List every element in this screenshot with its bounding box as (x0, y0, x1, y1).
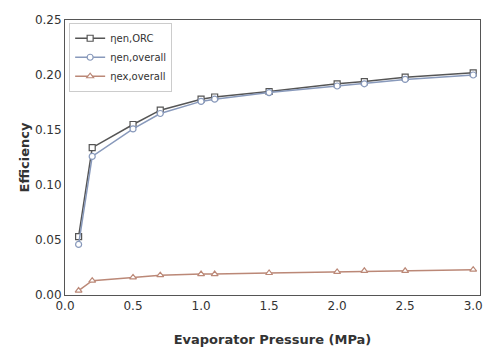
svg-text:0.0: 0.0 (55, 299, 74, 313)
svg-text:ηen,overall: ηen,overall (110, 52, 166, 63)
svg-text:0.5: 0.5 (123, 299, 142, 313)
svg-text:0.05: 0.05 (35, 233, 62, 247)
svg-text:0.25: 0.25 (35, 13, 62, 27)
svg-text:0.10: 0.10 (35, 178, 62, 192)
svg-text:1.5: 1.5 (260, 299, 279, 313)
svg-text:Efficiency: Efficiency (17, 122, 32, 192)
svg-text:ηen,ORC: ηen,ORC (110, 33, 153, 44)
svg-text:ηex,overall: ηex,overall (110, 71, 165, 82)
svg-text:2.0: 2.0 (328, 299, 347, 313)
svg-text:2.5: 2.5 (396, 299, 415, 313)
svg-text:1.0: 1.0 (192, 299, 211, 313)
svg-text:0.20: 0.20 (35, 68, 62, 82)
svg-text:Evaporator Pressure (MPa): Evaporator Pressure (MPa) (174, 332, 372, 347)
svg-text:0.15: 0.15 (35, 123, 62, 137)
svg-text:0.00: 0.00 (35, 288, 62, 302)
svg-text:3.0: 3.0 (464, 299, 483, 313)
